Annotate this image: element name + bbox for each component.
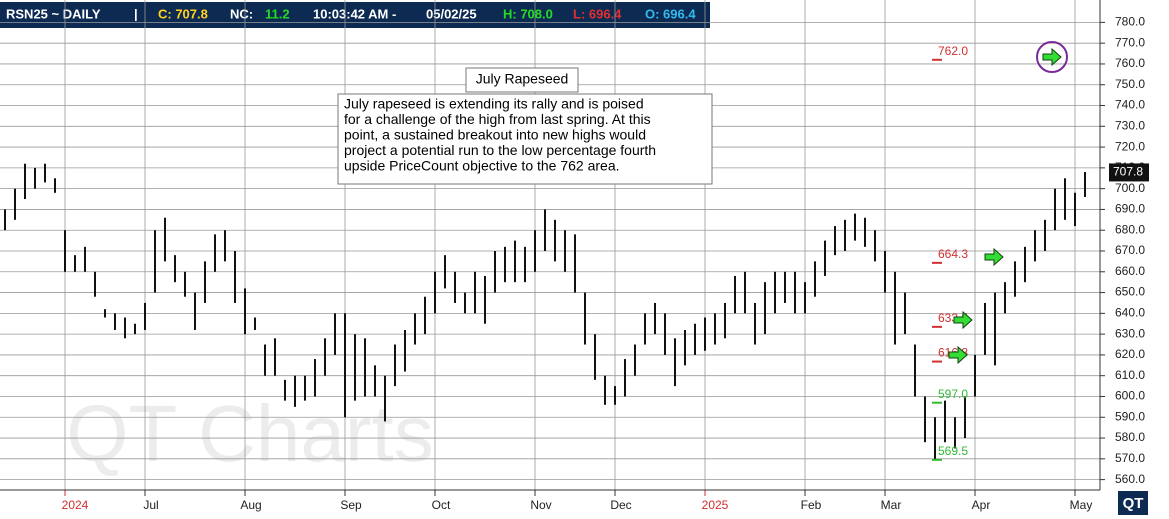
y-tick-label: 650.0 <box>1115 285 1145 299</box>
header-text: 11.2 <box>265 6 290 21</box>
header-text: NC: <box>230 6 253 21</box>
arrow-icon <box>953 310 973 330</box>
objective-label: 664.3 <box>938 247 968 261</box>
note-line: project a potential run to the low perce… <box>344 142 656 158</box>
y-tick-label: 610.0 <box>1115 368 1145 382</box>
header-text: RSN25 ~ DAILY <box>6 6 101 21</box>
x-tick-label: 2024 <box>62 498 89 512</box>
last-price-label: 707.8 <box>1113 165 1143 179</box>
y-tick-label: 740.0 <box>1115 98 1145 112</box>
x-tick-label: Oct <box>432 498 451 512</box>
y-tick-label: 690.0 <box>1115 202 1145 216</box>
y-tick-label: 640.0 <box>1115 306 1145 320</box>
header-text: H: 708.0 <box>503 6 553 21</box>
y-tick-label: 560.0 <box>1115 472 1145 486</box>
x-tick-label: Dec <box>610 498 631 512</box>
note-line: July rapeseed is extending its rally and… <box>344 96 644 112</box>
x-tick-label: Mar <box>881 498 902 512</box>
watermark: QT Charts <box>66 389 434 478</box>
x-tick-label: Jul <box>143 498 158 512</box>
arrow-icon <box>984 247 1004 267</box>
note-line: upside PriceCount objective to the 762 a… <box>344 158 620 174</box>
y-tick-label: 680.0 <box>1115 222 1145 236</box>
y-tick-label: 580.0 <box>1115 430 1145 444</box>
logo-box <box>1118 491 1148 515</box>
header-text: 10:03:42 AM - <box>313 6 396 21</box>
y-tick-label: 670.0 <box>1115 243 1145 257</box>
y-tick-label: 770.0 <box>1115 35 1145 49</box>
header-text: | <box>134 6 138 21</box>
header-text: O: 696.4 <box>645 6 696 21</box>
y-tick-label: 780.0 <box>1115 15 1145 29</box>
y-tick-label: 620.0 <box>1115 347 1145 361</box>
y-tick-label: 570.0 <box>1115 451 1145 465</box>
header-text: L: 696.4 <box>573 6 622 21</box>
arrow-icon <box>1042 47 1062 67</box>
note-line: for a challenge of the high from last sp… <box>344 111 651 127</box>
note-line: point, a sustained breakout into new hig… <box>344 127 646 143</box>
y-tick-label: 760.0 <box>1115 56 1145 70</box>
note-box <box>337 93 713 185</box>
objective-label: 597.0 <box>938 387 968 401</box>
x-tick-label: 2025 <box>702 498 729 512</box>
header-text: C: 707.8 <box>158 6 208 21</box>
x-tick-label: Feb <box>801 498 822 512</box>
y-tick-label: 660.0 <box>1115 264 1145 278</box>
note-title: July Rapeseed <box>476 71 569 87</box>
y-tick-label: 700.0 <box>1115 181 1145 195</box>
x-tick-label: Aug <box>240 498 261 512</box>
y-tick-label: 720.0 <box>1115 139 1145 153</box>
y-tick-label: 600.0 <box>1115 389 1145 403</box>
header-bar <box>0 2 710 28</box>
note-title-box <box>465 67 579 93</box>
y-tick-label: 750.0 <box>1115 77 1145 91</box>
y-tick-label: 630.0 <box>1115 326 1145 340</box>
header-text: 05/02/25 <box>426 6 477 21</box>
y-tick-label: 590.0 <box>1115 409 1145 423</box>
arrow-icon <box>948 345 968 365</box>
logo: QT <box>1123 495 1144 512</box>
highlight-circle <box>1036 41 1068 73</box>
x-tick-label: Apr <box>972 498 991 512</box>
y-tick-label: 730.0 <box>1115 118 1145 132</box>
objective-label: 569.5 <box>938 444 968 458</box>
x-tick-label: Nov <box>530 498 551 512</box>
x-tick-label: Sep <box>340 498 362 512</box>
last-price-box <box>1109 163 1149 182</box>
objective-label: 762.0 <box>938 44 968 58</box>
x-tick-label: May <box>1070 498 1093 512</box>
